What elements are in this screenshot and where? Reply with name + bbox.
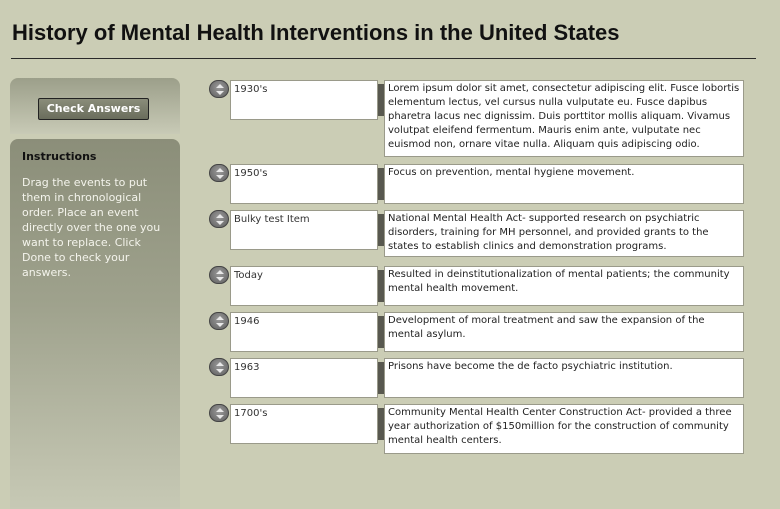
event-description: Lorem ipsum dolor sit amet, consectetur … xyxy=(384,80,744,157)
row-separator xyxy=(378,316,384,348)
title-divider xyxy=(11,58,756,59)
instructions-panel: Instructions Drag the events to put them… xyxy=(10,139,180,509)
event-item[interactable]: Bulky test Item xyxy=(230,210,378,250)
drag-handle-icon[interactable] xyxy=(209,80,229,98)
event-item[interactable]: 1950's xyxy=(230,164,378,204)
event-description: Community Mental Health Center Construct… xyxy=(384,404,744,454)
event-item[interactable]: Today xyxy=(230,266,378,306)
drag-handle-icon[interactable] xyxy=(209,164,229,182)
event-description: Development of moral treatment and saw t… xyxy=(384,312,744,352)
page-title: History of Mental Health Interventions i… xyxy=(12,20,620,45)
drag-handle-icon[interactable] xyxy=(209,210,229,228)
instructions-text: Drag the events to put them in chronolog… xyxy=(22,176,161,279)
event-item[interactable]: 1930's xyxy=(230,80,378,120)
row-separator xyxy=(378,362,384,394)
event-description: Prisons have become the de facto psychia… xyxy=(384,358,744,398)
drag-handle-icon[interactable] xyxy=(209,312,229,330)
check-answers-button[interactable]: Check Answers xyxy=(38,98,149,120)
row-separator xyxy=(378,168,384,200)
event-description: Focus on prevention, mental hygiene move… xyxy=(384,164,744,204)
row-separator xyxy=(378,214,384,246)
row-separator xyxy=(378,270,384,302)
event-item[interactable]: 1963 xyxy=(230,358,378,398)
event-item[interactable]: 1946 xyxy=(230,312,378,352)
event-description: Resulted in deinstitutionalization of me… xyxy=(384,266,744,306)
event-item[interactable]: 1700's xyxy=(230,404,378,444)
row-separator xyxy=(378,408,384,440)
drag-handle-icon[interactable] xyxy=(209,404,229,422)
drag-handle-icon[interactable] xyxy=(209,358,229,376)
row-separator xyxy=(378,84,384,116)
instructions-heading: Instructions xyxy=(22,150,97,163)
drag-handle-icon[interactable] xyxy=(209,266,229,284)
event-description: National Mental Health Act- supported re… xyxy=(384,210,744,257)
